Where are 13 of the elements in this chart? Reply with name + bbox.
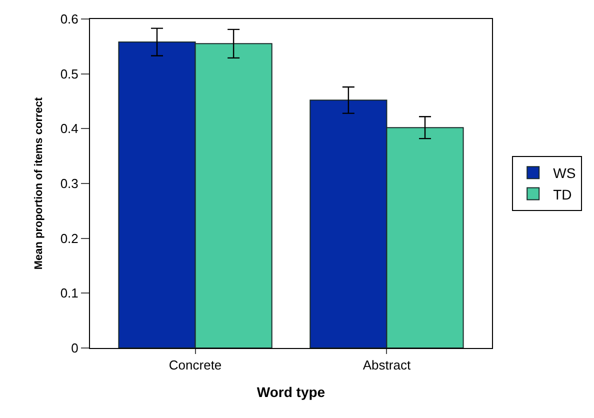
y-tick-label: 0.1	[60, 286, 78, 301]
y-tick-label: 0.3	[60, 176, 78, 192]
y-tick-label: 0.5	[60, 66, 78, 82]
y-tick-label: 0.4	[60, 121, 78, 136]
x-axis-title: Word type	[256, 384, 326, 400]
x-tick-label: Concrete	[168, 358, 222, 373]
y-tick-label: 0.2	[60, 230, 78, 246]
y-tick-label: 0.6	[60, 12, 78, 27]
y-tick-label: 0	[71, 340, 78, 356]
legend-label: WS	[553, 165, 576, 182]
x-tick-label: Abstract	[362, 358, 411, 373]
legend-label: TD	[553, 186, 572, 202]
y-axis-title: Mean proportion of items correct	[32, 96, 45, 270]
